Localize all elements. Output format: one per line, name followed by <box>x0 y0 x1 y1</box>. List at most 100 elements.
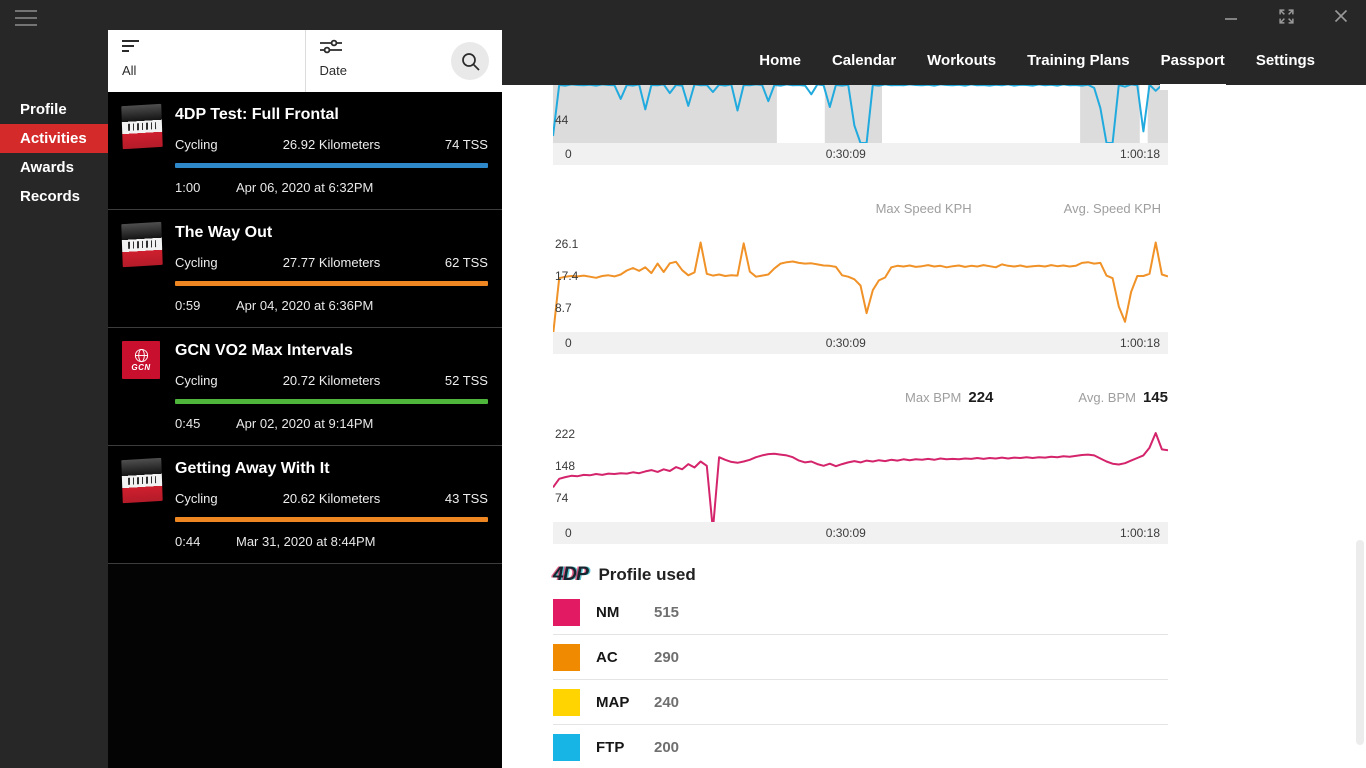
y-axis-tick: 44 <box>555 112 569 127</box>
activity-tss: 74 TSS <box>444 137 488 152</box>
chart-stat-label: Avg. BPM <box>1078 390 1136 405</box>
y-axis-tick: 148 <box>555 458 576 473</box>
activity-duration: 1:00 <box>175 180 201 195</box>
activity-sport: Cycling <box>175 491 218 506</box>
activity-tss: 52 TSS <box>444 373 488 388</box>
search-button[interactable] <box>451 42 489 80</box>
chart-stat-value: 145 <box>1142 389 1168 406</box>
x-axis-tick: 0:30:09 <box>825 147 866 161</box>
y-axis-tick: 74 <box>555 490 569 505</box>
sort-lines-icon <box>122 40 139 52</box>
nav-tab-workouts[interactable]: Workouts <box>927 52 997 69</box>
ac-label: AC <box>596 648 618 666</box>
x-axis-tick: 1:00:18 <box>1119 336 1160 350</box>
ftp-label: FTP <box>596 738 625 756</box>
chart-header: Max BPM 224 Avg. BPM 145 <box>553 389 1168 407</box>
sufferfest-glyphs <box>127 240 157 249</box>
activity-card[interactable]: Getting Away With It Cycling 20.62 Kilom… <box>108 446 502 564</box>
nav-tab-home[interactable]: Home <box>759 52 801 69</box>
x-axis-tick: 0 <box>565 147 572 161</box>
chart-header: Max Speed KPH Avg. Speed KPH <box>553 201 1168 219</box>
chart-top: 44 0 0:30:09 1:00:18 <box>553 85 1168 165</box>
group-by-button[interactable]: All <box>108 30 306 92</box>
menu-icon[interactable] <box>14 8 38 28</box>
activity-sport: Cycling <box>175 373 218 388</box>
fullscreen-button[interactable] <box>1277 7 1295 25</box>
chart-stat-label: Max BPM <box>905 390 962 405</box>
chart-stat-label: Max Speed KPH <box>875 201 972 216</box>
sort-by-button[interactable]: Date <box>306 30 503 92</box>
tune-icon <box>319 39 342 54</box>
x-axis: 0 0:30:09 1:00:18 <box>553 522 1168 544</box>
sidebar-item-activities[interactable]: Activities <box>0 124 108 153</box>
profile-row-ftp: FTP 200 <box>553 725 1168 768</box>
profile-row-ac: AC 290 <box>553 635 1168 680</box>
minimize-button[interactable] <box>1222 7 1240 25</box>
sufferfest-thumbnail <box>121 221 163 268</box>
nm-color-swatch <box>553 598 580 626</box>
close-icon <box>1334 9 1348 23</box>
ac-value: 290 <box>654 648 680 666</box>
close-button[interactable] <box>1332 7 1350 25</box>
x-axis: 0 0:30:09 1:00:18 <box>553 332 1168 354</box>
y-axis-tick: 26.1 <box>555 237 579 252</box>
chart-stat: Max BPM 224 <box>905 389 993 406</box>
activity-intensity-bar <box>175 517 488 522</box>
activity-date: Apr 06, 2020 at 6:32PM <box>236 180 374 195</box>
activity-intensity-bar <box>175 399 488 404</box>
ftp-value: 200 <box>654 738 680 756</box>
expand-icon <box>1278 8 1294 24</box>
passport-charts: 44 0 0:30:09 1:00:18 Max Speed KPH Avg. Spee… <box>553 85 1168 768</box>
sidebar-item-records[interactable]: Records <box>20 188 81 205</box>
profile-row-map: MAP 240 <box>553 680 1168 725</box>
activity-card[interactable]: GCN GCN VO2 Max Intervals Cycling 20.72 … <box>108 328 502 446</box>
activity-title: GCN VO2 Max Intervals <box>175 342 353 359</box>
nav-tab-training-plans[interactable]: Training Plans <box>1027 52 1130 69</box>
chart-stat-value: 224 <box>968 389 994 406</box>
activity-title: The Way Out <box>175 224 273 241</box>
activity-distance: 20.72 Kilometers <box>282 373 381 388</box>
activity-distance: 20.62 Kilometers <box>282 491 381 506</box>
sufferfest-glyphs <box>127 122 157 131</box>
activity-distance: 26.92 Kilometers <box>282 137 381 152</box>
activity-duration: 0:45 <box>175 416 201 431</box>
activity-date: Apr 04, 2020 at 6:36PM <box>236 298 374 313</box>
activity-intensity-bar <box>175 163 488 168</box>
activity-duration: 0:59 <box>175 298 201 313</box>
activity-card[interactable]: The Way Out Cycling 27.77 Kilometers 62 … <box>108 210 502 328</box>
chart-stat: Avg. Speed KPH <box>1064 201 1168 216</box>
chart-stat-label: Avg. Speed KPH <box>1063 201 1161 216</box>
ftp-color-swatch <box>553 733 580 761</box>
top-navbar: Home Calendar Workouts Training Plans Pa… <box>502 0 1366 90</box>
chart-stat: Avg. BPM 145 <box>1078 389 1168 406</box>
x-axis: 0 0:30:09 1:00:18 <box>553 143 1168 165</box>
activity-list: 4DP Test: Full Frontal Cycling 26.92 Kil… <box>108 92 502 564</box>
activity-tss: 62 TSS <box>444 255 488 270</box>
heart-rate-plot: 222 148 74 <box>553 420 1168 522</box>
activity-card[interactable]: 4DP Test: Full Frontal Cycling 26.92 Kil… <box>108 92 502 210</box>
sidebar-item-awards[interactable]: Awards <box>20 159 74 176</box>
activity-sport: Cycling <box>175 255 218 270</box>
x-axis-tick: 0 <box>565 336 572 350</box>
ac-color-swatch <box>553 643 580 671</box>
minimize-icon <box>1225 18 1237 20</box>
x-axis-tick: 0:30:09 <box>825 336 866 350</box>
main-nav: Home Calendar Workouts Training Plans Pa… <box>759 0 1315 90</box>
nav-tab-passport[interactable]: Passport <box>1159 52 1227 90</box>
activity-title: Getting Away With It <box>175 460 330 477</box>
group-by-label: All <box>122 63 137 78</box>
gcn-globe-icon <box>134 348 148 363</box>
x-axis-tick: 0 <box>565 526 572 540</box>
scrollbar-thumb[interactable] <box>1356 540 1364 745</box>
filter-bar: All Date <box>108 30 502 92</box>
heart-rate-chart: Max BPM 224 Avg. BPM 145 222 148 74 0 0:30:09 1:0… <box>553 389 1168 544</box>
nav-tab-settings[interactable]: Settings <box>1255 52 1315 69</box>
map-value: 240 <box>654 693 680 711</box>
nm-label: NM <box>596 603 620 621</box>
sidebar-item-profile[interactable]: Profile <box>20 101 67 118</box>
nav-tab-calendar[interactable]: Calendar <box>831 52 897 69</box>
gcn-thumbnail: GCN <box>122 341 160 379</box>
sufferfest-thumbnail <box>121 457 163 504</box>
sidebar-nav: Profile Activities Awards Records <box>0 95 108 211</box>
sort-by-label: Date <box>319 63 347 78</box>
